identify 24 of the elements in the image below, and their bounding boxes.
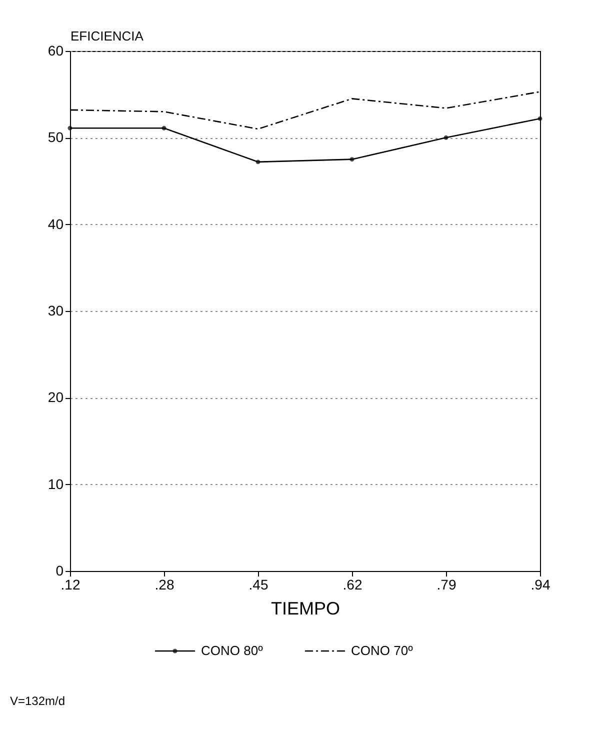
y-tick-label: 50	[48, 129, 64, 146]
x-tick-label: .28	[154, 576, 174, 592]
y-tick-label: 0	[56, 562, 64, 578]
point	[162, 126, 166, 130]
point	[256, 160, 260, 164]
point	[350, 157, 354, 162]
x-axis-title: TIEMPO	[270, 598, 340, 618]
y-tick-label: 10	[48, 476, 64, 492]
legend-label: CONO 70º	[351, 643, 414, 658]
x-tick-label: .45	[248, 576, 268, 592]
text: V=132m/d	[10, 694, 66, 708]
x-tick-label: .94	[530, 576, 550, 592]
y-tick-label: 20	[48, 389, 64, 406]
y-tick-label: 40	[48, 216, 64, 232]
point	[444, 135, 448, 140]
point	[68, 126, 72, 130]
legend-label: CONO 80º	[201, 643, 264, 658]
point	[538, 116, 542, 121]
y-tick-label: 30	[48, 302, 64, 318]
x-tick-label: .12	[60, 576, 80, 592]
x-tick-label: .62	[342, 576, 362, 592]
y-tick-label: 60	[48, 42, 64, 58]
y-axis-title: EFICIENCIA	[70, 28, 144, 44]
x-tick-label: .79	[436, 576, 456, 592]
